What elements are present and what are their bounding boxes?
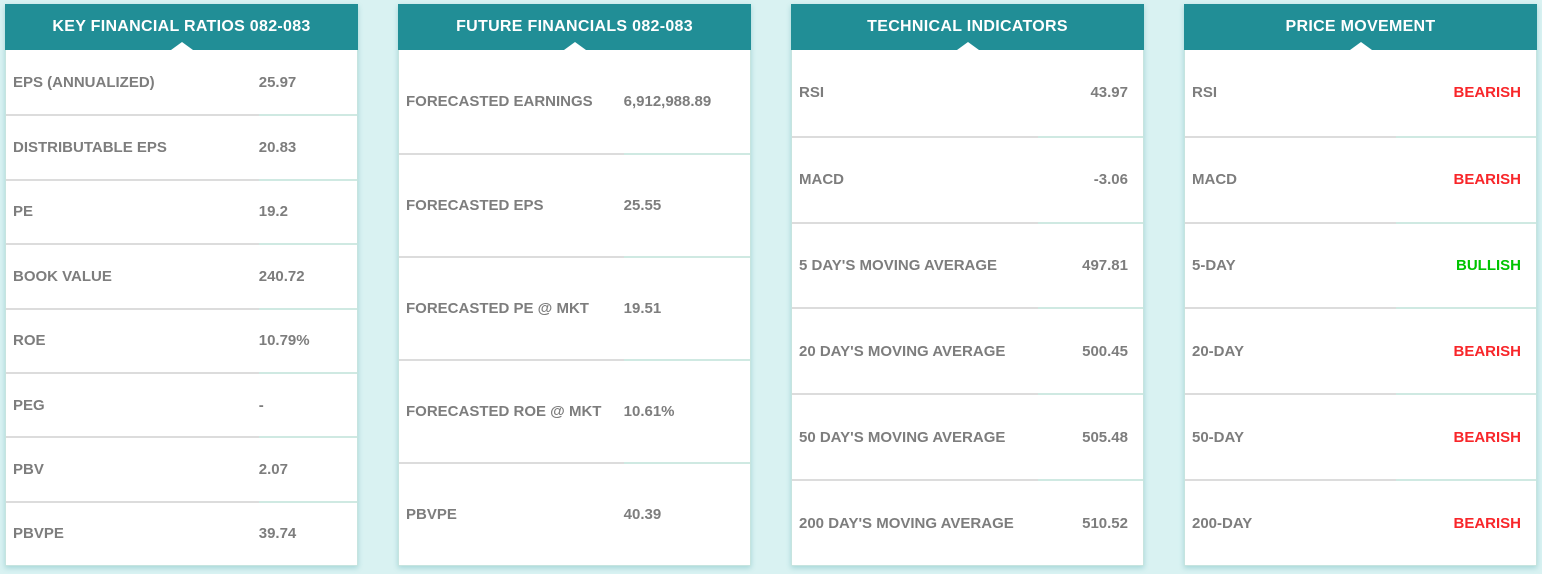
row-label: FORECASTED EPS: [399, 153, 624, 256]
table-row: RSI 43.97: [792, 50, 1143, 136]
row-value: BEARISH: [1453, 84, 1521, 102]
table-row: FORECASTED PE @ MKT 19.51: [399, 256, 750, 359]
panel-title: FUTURE FINANCIALS 082-083: [456, 18, 693, 35]
table-row: PBVPE 40.39: [399, 462, 750, 565]
row-value: 25.97: [258, 73, 297, 91]
row-label: FORECASTED ROE @ MKT: [399, 359, 624, 462]
row-label: ROE: [6, 307, 259, 372]
row-value: BULLISH: [1395, 221, 1536, 308]
row-value: 497.81: [1037, 221, 1143, 308]
table-row: MACD BEARISH: [1185, 135, 1536, 222]
table-row: FORECASTED ROE @ MKT 10.61%: [399, 359, 750, 462]
header-notch-triangle: [563, 42, 586, 50]
row-value: 40.39: [623, 462, 750, 565]
panel-title: TECHNICAL INDICATORS: [867, 18, 1068, 35]
row-label: PBVPE: [399, 462, 624, 565]
table-row: FORECASTED EARNINGS 6,912,988.89: [399, 50, 750, 153]
panel-body: FORECASTED EARNINGS 6,912,988.89 FORECAS…: [398, 42, 751, 566]
table-row: MACD -3.06: [792, 135, 1143, 222]
table-row: 20 DAY'S MOVING AVERAGE 500.45: [792, 307, 1143, 393]
panel-title: PRICE MOVEMENT: [1285, 18, 1436, 35]
row-label: RSI: [1192, 84, 1218, 102]
table-row: BOOK VALUE 240.72: [6, 243, 357, 307]
row-value: 25.55: [623, 153, 750, 256]
header-notch-triangle: [956, 42, 979, 50]
panel-rows: RSI BEARISH MACD BEARISH 5-DAY BULLISH 2…: [1185, 50, 1536, 565]
table-row: 20-DAY BEARISH: [1185, 307, 1536, 393]
row-value: 500.45: [1037, 307, 1143, 393]
row-value: 19.2: [258, 178, 357, 243]
row-value: 510.52: [1037, 479, 1143, 565]
table-row: 5 DAY'S MOVING AVERAGE 497.81: [792, 221, 1143, 308]
table-row: 50-DAY BEARISH: [1185, 393, 1536, 479]
panel-title: KEY FINANCIAL RATIOS 082-083: [52, 18, 311, 35]
row-label: PBVPE: [6, 500, 259, 565]
panel-rows: RSI 43.97 MACD -3.06 5 DAY'S MOVING AVER…: [792, 50, 1143, 565]
row-value: 20.83: [258, 114, 357, 178]
row-value: BEARISH: [1395, 135, 1536, 222]
table-row: FORECASTED EPS 25.55: [399, 153, 750, 256]
table-row: 200-DAY BEARISH: [1185, 479, 1536, 565]
row-value: 10.79%: [258, 307, 357, 372]
row-label: RSI: [799, 84, 825, 102]
row-label: MACD: [792, 135, 1038, 222]
row-label: DISTRIBUTABLE EPS: [6, 114, 259, 178]
row-label: 50 DAY'S MOVING AVERAGE: [792, 393, 1038, 479]
panel-rows: FORECASTED EARNINGS 6,912,988.89 FORECAS…: [399, 50, 750, 565]
row-label: 200 DAY'S MOVING AVERAGE: [792, 479, 1038, 565]
table-row: ROE 10.79%: [6, 307, 357, 372]
row-label: FORECASTED EARNINGS: [406, 93, 593, 110]
row-value: 505.48: [1037, 393, 1143, 479]
row-value: 19.51: [623, 256, 750, 359]
row-label: MACD: [1185, 135, 1396, 222]
panel-technical-indicators: TECHNICAL INDICATORS RSI 43.97 MACD -3.0…: [791, 4, 1144, 566]
row-label: PE: [6, 178, 259, 243]
panel-future-financials: FUTURE FINANCIALS 082-083 FORECASTED EAR…: [398, 4, 751, 566]
table-row: PBVPE 39.74: [6, 500, 357, 565]
table-row: 200 DAY'S MOVING AVERAGE 510.52: [792, 479, 1143, 565]
table-row: DISTRIBUTABLE EPS 20.83: [6, 114, 357, 178]
row-value: 6,912,988.89: [623, 93, 712, 110]
row-value: -3.06: [1037, 135, 1143, 222]
row-value: 10.61%: [623, 359, 750, 462]
row-label: BOOK VALUE: [6, 243, 259, 307]
row-label: PEG: [6, 371, 259, 436]
row-label: FORECASTED PE @ MKT: [399, 256, 624, 359]
table-row: 50 DAY'S MOVING AVERAGE 505.48: [792, 393, 1143, 479]
header-notch-triangle: [1349, 42, 1372, 50]
row-label: PBV: [6, 436, 259, 500]
row-value: BEARISH: [1395, 393, 1536, 479]
row-value: 240.72: [258, 243, 357, 307]
panel-body: EPS (ANNUALIZED) 25.97 DISTRIBUTABLE EPS…: [5, 42, 358, 566]
row-label: 50-DAY: [1185, 393, 1396, 479]
row-value: 43.97: [1090, 84, 1128, 102]
row-label: 5 DAY'S MOVING AVERAGE: [792, 221, 1038, 308]
panel-body: RSI 43.97 MACD -3.06 5 DAY'S MOVING AVER…: [791, 42, 1144, 566]
row-label: 20 DAY'S MOVING AVERAGE: [792, 307, 1038, 393]
row-value: -: [258, 371, 357, 436]
panel-key-financial-ratios: KEY FINANCIAL RATIOS 082-083 EPS (ANNUAL…: [5, 4, 358, 566]
panel-price-movement: PRICE MOVEMENT RSI BEARISH MACD BEARISH …: [1184, 4, 1537, 566]
row-value: BEARISH: [1395, 479, 1536, 565]
row-label: 200-DAY: [1185, 479, 1396, 565]
table-row: EPS (ANNUALIZED) 25.97: [6, 50, 357, 114]
table-row: RSI BEARISH: [1185, 50, 1536, 136]
header-notch-triangle: [170, 42, 193, 50]
row-value: 39.74: [258, 500, 357, 565]
table-row: 5-DAY BULLISH: [1185, 221, 1536, 308]
panel-body: RSI BEARISH MACD BEARISH 5-DAY BULLISH 2…: [1184, 42, 1537, 566]
row-value: BEARISH: [1395, 307, 1536, 393]
row-label: 20-DAY: [1185, 307, 1396, 393]
row-label: EPS (ANNUALIZED): [13, 73, 155, 91]
table-row: PE 19.2: [6, 178, 357, 243]
row-label: 5-DAY: [1185, 221, 1396, 308]
table-row: PEG -: [6, 371, 357, 436]
table-row: PBV 2.07: [6, 436, 357, 500]
panel-rows: EPS (ANNUALIZED) 25.97 DISTRIBUTABLE EPS…: [6, 50, 357, 565]
row-value: 2.07: [258, 436, 357, 500]
